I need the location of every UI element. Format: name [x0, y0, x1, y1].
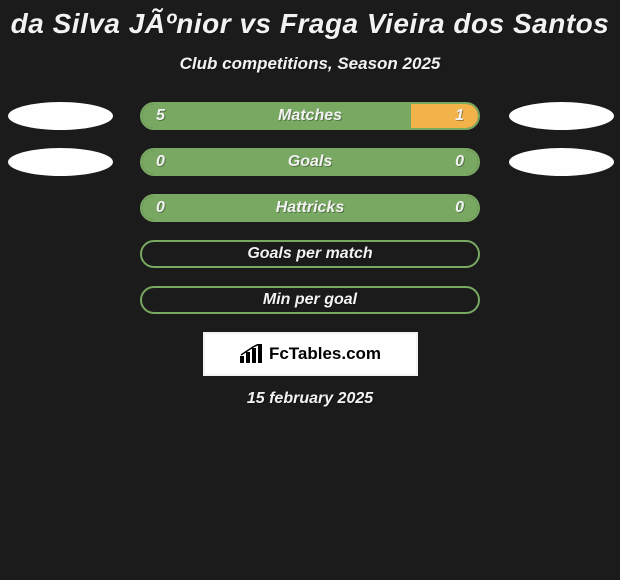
- stat-row: Matches5 1: [0, 102, 620, 130]
- logo-box[interactable]: FcTables.com: [203, 332, 418, 376]
- stat-label: Goals per match: [142, 245, 478, 263]
- stat-bar: Matches5 1: [140, 102, 480, 130]
- stat-label: Hattricks: [142, 199, 478, 217]
- stat-bar: Goals0 0: [140, 148, 480, 176]
- stat-row: Hattricks0 0: [0, 194, 620, 222]
- bar-chart-icon: [239, 344, 263, 364]
- stat-bar: Min per goal: [140, 286, 480, 314]
- stat-value-left: 0: [156, 199, 165, 217]
- stat-row: Goals per match: [0, 240, 620, 268]
- stat-value-left: 0: [156, 153, 165, 171]
- player-marker-right: [509, 148, 614, 176]
- stat-label: Min per goal: [142, 291, 478, 309]
- stat-row: Min per goal: [0, 286, 620, 314]
- stat-label: Matches: [142, 107, 478, 125]
- stat-bar: Goals per match: [140, 240, 480, 268]
- subtitle: Club competitions, Season 2025: [180, 54, 441, 74]
- player-marker-left: [8, 102, 113, 130]
- stat-bar: Hattricks0 0: [140, 194, 480, 222]
- stat-value-right: 0: [455, 153, 464, 171]
- stat-value-left: 5: [156, 107, 165, 125]
- date-label: 15 february 2025: [247, 390, 373, 408]
- player-marker-left: [8, 148, 113, 176]
- stat-row: Goals0 0: [0, 148, 620, 176]
- page-title: da Silva JÃºnior vs Fraga Vieira dos San…: [11, 8, 610, 40]
- stat-label: Goals: [142, 153, 478, 171]
- logo-text: FcTables.com: [269, 344, 381, 364]
- bars-area: Matches51Goals00Hattricks00Goals per mat…: [0, 102, 620, 314]
- stats-card: da Silva JÃºnior vs Fraga Vieira dos San…: [0, 0, 620, 580]
- stat-value-right: 1: [455, 107, 464, 125]
- stat-value-right: 0: [455, 199, 464, 217]
- player-marker-right: [509, 102, 614, 130]
